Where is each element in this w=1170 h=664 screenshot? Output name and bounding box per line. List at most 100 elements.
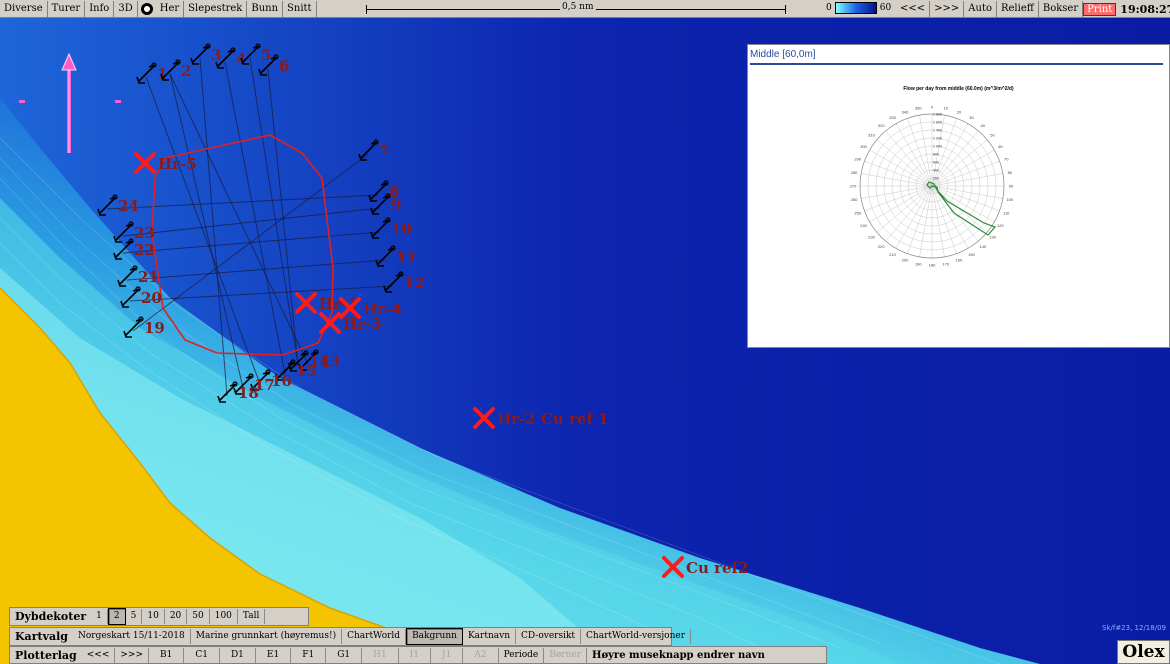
top-toolbar: Diverse Turer Info 3D Her Slepestrek Bun… xyxy=(0,0,1170,18)
bearing-label: 180 xyxy=(929,263,936,268)
station-marker[interactable]: Cu ref2 xyxy=(662,556,748,578)
anchor-24[interactable]: 24 xyxy=(97,194,139,216)
plot-c1[interactable]: C1 xyxy=(184,647,220,663)
station-marker[interactable]: Hr-2 Cu ref 1 xyxy=(473,407,609,429)
plot-a2[interactable]: A2 xyxy=(463,647,499,663)
bearing-label: 20 xyxy=(957,109,962,114)
relieff-button[interactable]: Relieff xyxy=(997,1,1039,17)
anchor-label: 6 xyxy=(279,57,289,75)
plot-f1[interactable]: F1 xyxy=(291,647,327,663)
bearing-label: 60 xyxy=(998,144,1003,149)
kart-bakgrunn[interactable]: Bakgrunn xyxy=(406,628,463,645)
anchor-label: 17 xyxy=(254,376,275,394)
kart-cd-oversikt[interactable]: CD-oversikt xyxy=(516,629,582,644)
anchor-12[interactable]: 12 xyxy=(383,271,425,293)
bearing-label: 220 xyxy=(878,244,885,249)
menu-bunn[interactable]: Bunn xyxy=(247,0,284,17)
flow-rose-popup[interactable]: Middle [60,0m] Flow per day from middle … xyxy=(747,44,1170,348)
clock: 19:08:27 xyxy=(1120,2,1170,16)
menu-diverse[interactable]: Diverse xyxy=(0,0,48,17)
menu-her[interactable]: Her xyxy=(156,0,185,17)
bokser-button[interactable]: Bokser xyxy=(1039,1,1084,17)
kart-chartworld[interactable]: ChartWorld xyxy=(342,629,407,644)
menu-slepestrek[interactable]: Slepestrek xyxy=(184,0,248,17)
anchor-16[interactable]: 16 xyxy=(250,369,292,391)
plot-g1[interactable]: G1 xyxy=(326,647,363,663)
station-marker[interactable]: Hr-4 xyxy=(339,297,402,319)
anchor-6[interactable]: 6 xyxy=(258,54,289,76)
plotterlag-label: Plotterlag xyxy=(15,648,77,662)
anchor-9[interactable]: 9 xyxy=(370,193,401,215)
anchor-22[interactable]: 22 xyxy=(113,238,155,260)
dybde-10[interactable]: 10 xyxy=(142,609,165,624)
anchor-18[interactable]: 18 xyxy=(217,381,259,403)
anchor-23[interactable]: 23 xyxy=(113,221,155,243)
anchor-label: 9 xyxy=(391,196,401,214)
depth-legend[interactable]: 0 60 xyxy=(826,2,891,14)
anchor-label: 11 xyxy=(396,248,417,266)
anchor-19[interactable]: 19 xyxy=(123,316,165,338)
plot-next[interactable]: >>> xyxy=(115,647,149,663)
anchor-15[interactable]: 15 xyxy=(275,359,317,381)
plot-periode[interactable]: Periode xyxy=(499,647,545,663)
plot-i1[interactable]: I1 xyxy=(399,647,431,663)
kart-kartnavn[interactable]: Kartnavn xyxy=(463,629,517,644)
anchor-label: 16 xyxy=(271,372,292,390)
ring-label: 200 xyxy=(933,177,939,181)
dybde-1[interactable]: 1 xyxy=(91,609,108,624)
menu-info[interactable]: Info xyxy=(85,0,115,17)
station-marker[interactable]: Hr-3 xyxy=(319,312,382,334)
auto-button[interactable]: Auto xyxy=(964,1,997,17)
anchor-2[interactable]: 2 xyxy=(160,59,191,81)
dybde-2[interactable]: 2 xyxy=(107,608,126,625)
bearing-label: 30 xyxy=(969,115,974,120)
plotterlag-panel: Plotterlag <<< >>> B1 C1 D1 E1 F1 G1 H1 … xyxy=(9,646,827,664)
plot-h1[interactable]: H1 xyxy=(362,647,399,663)
bearing-label: 120 xyxy=(997,223,1004,228)
anchor-11[interactable]: 11 xyxy=(375,245,417,267)
anchor-13[interactable]: 13 xyxy=(298,349,340,371)
print-button[interactable]: Print xyxy=(1083,2,1117,16)
anchor-label: 19 xyxy=(144,319,165,337)
plot-b1[interactable]: B1 xyxy=(149,647,185,663)
right-toolbar: <<< >>> Auto Relieff Bokser Print 19:08:… xyxy=(896,0,1170,18)
kart-norgeskart[interactable]: Norgeskart 15/11-2018 xyxy=(73,629,191,644)
dybde-20[interactable]: 20 xyxy=(165,609,188,624)
bearing-label: 10 xyxy=(943,106,948,111)
dybde-tall[interactable]: Tall xyxy=(238,609,266,624)
bearing-label: 0 xyxy=(931,105,934,110)
plot-borner[interactable]: Børner xyxy=(544,647,587,663)
kart-chartworld-versjoner[interactable]: ChartWorld-versjoner xyxy=(581,629,692,644)
position-target-icon[interactable] xyxy=(140,2,153,15)
dybde-5[interactable]: 5 xyxy=(126,609,143,624)
prev-button[interactable]: <<< xyxy=(896,1,931,17)
menu-turer[interactable]: Turer xyxy=(48,0,86,17)
menu-3d[interactable]: 3D xyxy=(114,0,138,17)
plot-e1[interactable]: E1 xyxy=(256,647,292,663)
anchor-21[interactable]: 21 xyxy=(117,265,159,287)
bearing-label: 190 xyxy=(915,261,922,266)
bearing-label: 350 xyxy=(915,106,922,111)
station-marker[interactable]: Hr-5 xyxy=(134,152,197,174)
bearing-label: 250 xyxy=(854,211,861,216)
station-label: Cu ref2 xyxy=(686,559,748,577)
menu-snitt[interactable]: Snitt xyxy=(283,0,317,17)
plot-prev[interactable]: <<< xyxy=(82,647,116,663)
next-button[interactable]: >>> xyxy=(930,1,965,17)
station-label: Hr-5 xyxy=(158,155,197,173)
kart-marine-grunnkart[interactable]: Marine grunnkart (høyremus!) xyxy=(191,629,343,644)
anchor-17[interactable]: 17 xyxy=(233,373,275,395)
bearing-label: 90 xyxy=(1009,184,1014,189)
dybde-100[interactable]: 100 xyxy=(210,609,238,624)
anchor-5[interactable]: 5 xyxy=(240,43,271,65)
anchor-3[interactable]: 3 xyxy=(190,43,221,65)
anchor-7[interactable]: 7 xyxy=(358,139,389,161)
anchor-8[interactable]: 8 xyxy=(368,180,399,202)
anchor-20[interactable]: 20 xyxy=(120,286,162,308)
plot-d1[interactable]: D1 xyxy=(220,647,256,663)
plot-j1[interactable]: J1 xyxy=(431,647,464,663)
dybde-50[interactable]: 50 xyxy=(187,609,210,624)
bearing-label: 160 xyxy=(956,258,963,263)
anchor-1[interactable]: 1 xyxy=(136,62,167,84)
anchor-10[interactable]: 10 xyxy=(370,217,412,239)
